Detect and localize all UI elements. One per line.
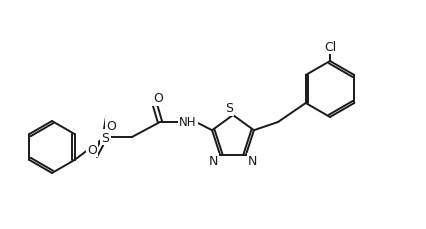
- Text: NH: NH: [179, 116, 197, 129]
- Text: O: O: [153, 92, 163, 105]
- Text: S: S: [101, 131, 109, 144]
- Text: Cl: Cl: [324, 40, 336, 53]
- Text: S: S: [225, 102, 233, 115]
- Text: O: O: [87, 143, 97, 156]
- Text: O: O: [106, 119, 116, 132]
- Text: N: N: [248, 155, 258, 168]
- Text: N: N: [208, 155, 218, 168]
